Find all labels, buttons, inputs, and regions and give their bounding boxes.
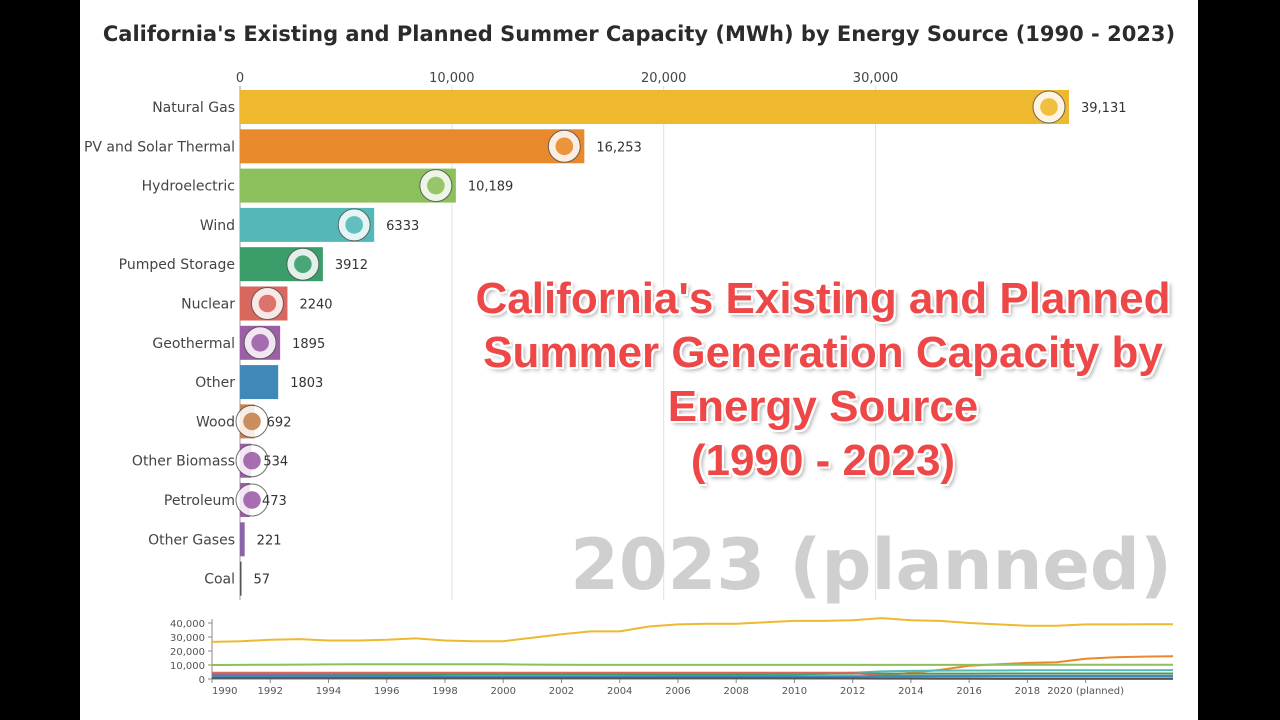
bar-pv-and-solar-thermal	[240, 129, 585, 164]
x-tick-label: 2008	[723, 686, 748, 697]
chart-stage: California's Existing and Planned Summer…	[80, 0, 1198, 720]
bar-coal	[240, 561, 242, 596]
x-tick-label: 1990	[212, 686, 237, 697]
bar-group-pv-and-solar-thermal: PV and Solar Thermal 16,253	[84, 129, 642, 164]
x-tick-label: 2018	[1015, 686, 1040, 697]
geothermal-plant-icon	[243, 326, 277, 360]
value-label: 3912	[335, 258, 368, 273]
bar-group-nuclear: Nuclear 2240	[181, 286, 333, 321]
category-label: Wood	[196, 414, 235, 430]
x-tick-label: 1992	[258, 686, 283, 697]
value-label: 39,131	[1081, 101, 1127, 116]
bar-group-pumped-storage: Pumped Storage 3912	[119, 247, 368, 282]
bar-group-petroleum: Petroleum 473	[164, 483, 287, 517]
x-tick-label: 2012	[840, 686, 865, 697]
x-tick-label: 1996	[374, 686, 399, 697]
x-tick-label: 2014	[898, 686, 923, 697]
value-label: 2240	[299, 298, 332, 313]
category-label: Geothermal	[152, 336, 235, 352]
value-label: 534	[263, 455, 288, 470]
category-label: Hydroelectric	[142, 179, 235, 195]
value-label: 57	[254, 573, 271, 588]
chart-title: California's Existing and Planned Summer…	[102, 22, 1176, 46]
category-label: Pumped Storage	[119, 257, 235, 273]
y-tick-label: 20,000	[170, 647, 205, 658]
value-label: 10,189	[468, 180, 514, 195]
value-label: 1895	[292, 337, 325, 352]
category-label: Petroleum	[164, 493, 235, 509]
category-label: Nuclear	[181, 297, 235, 313]
solar-panel-icon	[547, 129, 581, 163]
x-tick-label: 10,000	[429, 71, 475, 86]
value-label: 6333	[386, 219, 419, 234]
x-tick-label: 2004	[607, 686, 632, 697]
pumped-storage-icon	[286, 247, 320, 281]
series-line-2	[211, 663, 1173, 666]
category-label: Other Biomass	[132, 454, 235, 470]
category-label: Other	[195, 375, 235, 391]
bar-group-hydroelectric: Hydroelectric 10,189	[142, 168, 514, 203]
y-tick-label: 10,000	[170, 661, 205, 672]
bar-natural-gas	[240, 90, 1069, 124]
category-label: Wind	[200, 218, 235, 234]
bar-group-other: Other 1803	[195, 365, 323, 400]
category-label: Other Gases	[148, 532, 235, 548]
bar-group-wood: Wood 692	[196, 404, 292, 439]
x-tick-label: 2016	[956, 686, 981, 697]
bar-group-natural-gas: Natural Gas 39,131	[152, 90, 1127, 124]
wind-turbine-icon	[337, 208, 371, 242]
x-tick-label: 1998	[432, 686, 457, 697]
series-line-4	[212, 672, 1173, 676]
overlay-title: California's Existing and Planned Summer …	[475, 274, 1171, 485]
wood-fire-icon	[235, 404, 269, 438]
bar-group-other-biomass: Other Biomass 534	[132, 443, 288, 478]
series-line-8	[212, 677, 1173, 680]
bar-group-wind: Wind 6333	[200, 207, 419, 242]
petroleum-icon	[235, 483, 269, 517]
biomass-icon	[235, 444, 269, 478]
y-tick-label: 30,000	[170, 633, 205, 644]
line-chart: 0 10,000 20,000 30,000 40,000 1990 1992 1994 199…	[170, 617, 1174, 697]
gas-flame-icon	[1032, 90, 1066, 124]
value-label: 473	[262, 494, 287, 509]
y-tick-label: 40,000	[170, 619, 205, 630]
x-tick-label: 0	[236, 71, 244, 86]
series-line-0	[211, 617, 1174, 643]
x-tick-label: 2000	[490, 686, 515, 697]
year-label: 2023 (planned)	[570, 524, 1172, 606]
bar-group-coal: Coal 57	[204, 561, 271, 596]
dam-icon	[419, 169, 453, 203]
value-label: 16,253	[596, 140, 642, 155]
x-tick-label: 2002	[549, 686, 574, 697]
x-tick-label: 1994	[316, 686, 341, 697]
chart-canvas: 0 10,000 20,000 30,000 Natural Gas 39,131 PV …	[84, 71, 1174, 697]
category-label: PV and Solar Thermal	[84, 139, 235, 155]
bar-layer: Natural Gas 39,131 PV and Solar Thermal 16,…	[84, 90, 1127, 596]
bar-other	[240, 365, 279, 400]
y-tick-label: 0	[199, 675, 205, 686]
bar-group-geothermal: Geothermal 1895	[152, 325, 325, 360]
value-label: 692	[267, 415, 292, 430]
nuclear-plant-icon	[250, 287, 284, 320]
bar-group-other-gases: Other Gases 221	[148, 522, 282, 557]
bar-other-gases	[240, 522, 245, 557]
value-label: 1803	[290, 376, 323, 391]
category-label: Coal	[204, 572, 235, 588]
category-label: Natural Gas	[152, 100, 235, 116]
x-tick-label: 2010	[782, 686, 807, 697]
x-tick-label: 2020 (planned)	[1047, 686, 1124, 697]
x-tick-label: 2006	[665, 686, 690, 697]
x-tick-label: 20,000	[641, 71, 687, 86]
value-label: 221	[257, 533, 282, 548]
x-tick-label: 30,000	[853, 71, 899, 86]
